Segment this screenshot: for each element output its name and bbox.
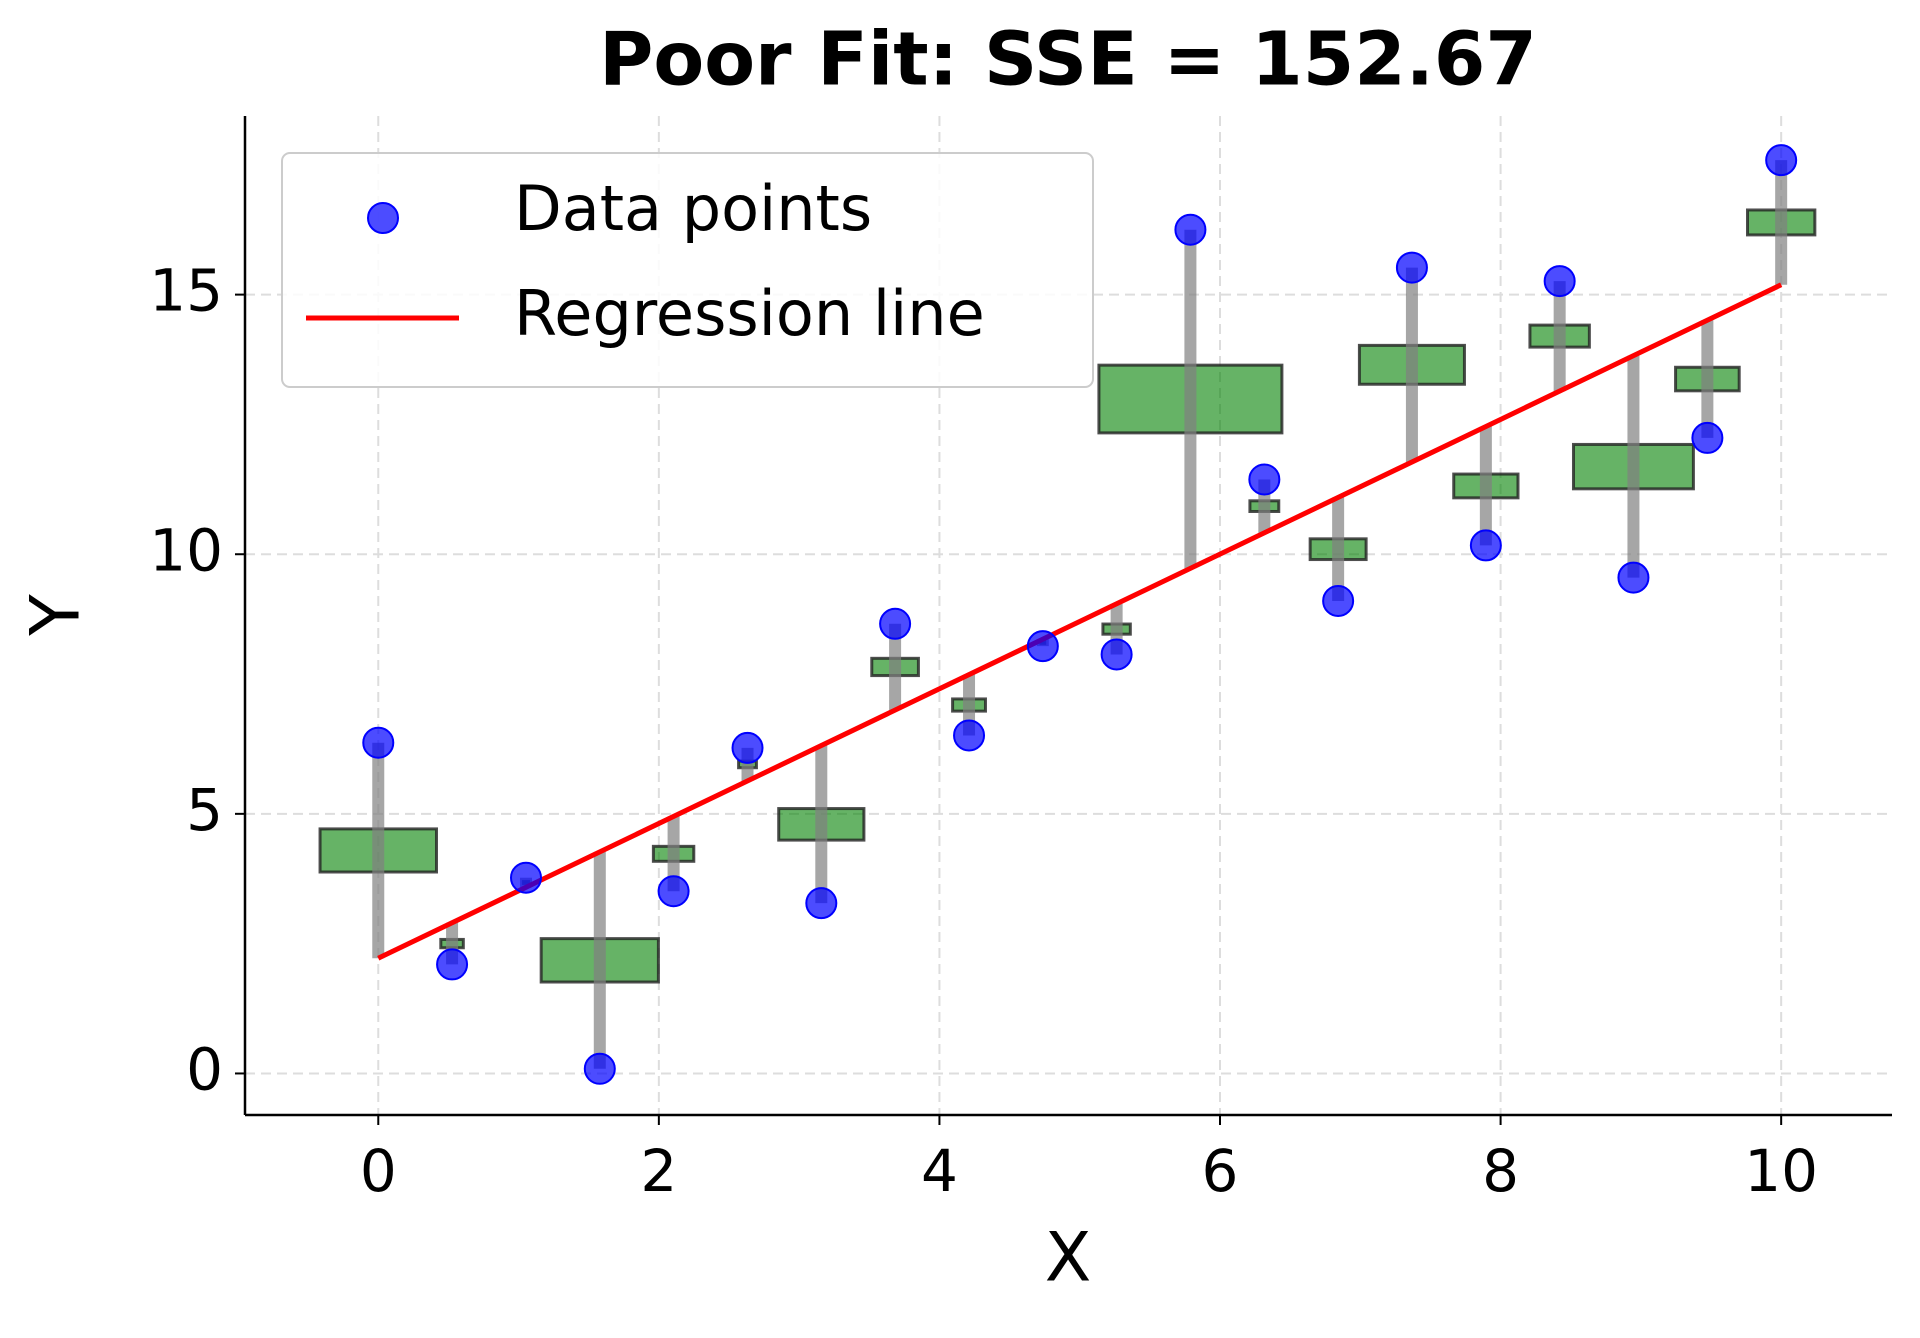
data-point [1322,584,1355,617]
x-tick-label: 0 [360,1137,397,1205]
y-tick-label: 0 [186,1036,223,1104]
legend-label: Data points [514,172,872,245]
regression-line [377,282,1783,961]
data-point [1026,630,1059,663]
data-point [1174,213,1207,246]
data-point [1691,421,1724,454]
data-point [731,731,764,764]
legend: Data points Regression line [281,152,1094,388]
x-axis-label: X [1045,1219,1092,1298]
legend-marker [367,202,399,234]
data-point [657,875,690,908]
data-point [1469,529,1502,562]
data-point [362,726,395,759]
y-tick-label: 5 [186,776,223,844]
data-point [1248,463,1281,496]
data-point [1100,638,1133,671]
chart-title: Poor Fit: SSE = 152.67 [599,17,1537,103]
x-tick-label: 10 [1744,1137,1818,1205]
x-tick-label: 2 [640,1137,677,1205]
data-point [1765,144,1798,177]
y-tick-label: 15 [149,257,223,325]
legend-label: Regression line [514,277,985,350]
y-axis-label: Y [17,594,96,637]
legend-box [281,152,1094,388]
x-tick-label: 4 [921,1137,958,1205]
data-point [1543,265,1576,298]
data-point [436,948,469,981]
data-point [879,607,912,640]
data-point [1395,251,1428,284]
x-tick-label: 6 [1202,1137,1239,1205]
data-point [1617,561,1650,594]
y-tick-label: 10 [149,516,223,584]
data-point [583,1052,616,1085]
data-point [510,861,543,894]
data-point [953,719,986,752]
data-point [805,887,838,920]
x-tick-label: 8 [1482,1137,1519,1205]
